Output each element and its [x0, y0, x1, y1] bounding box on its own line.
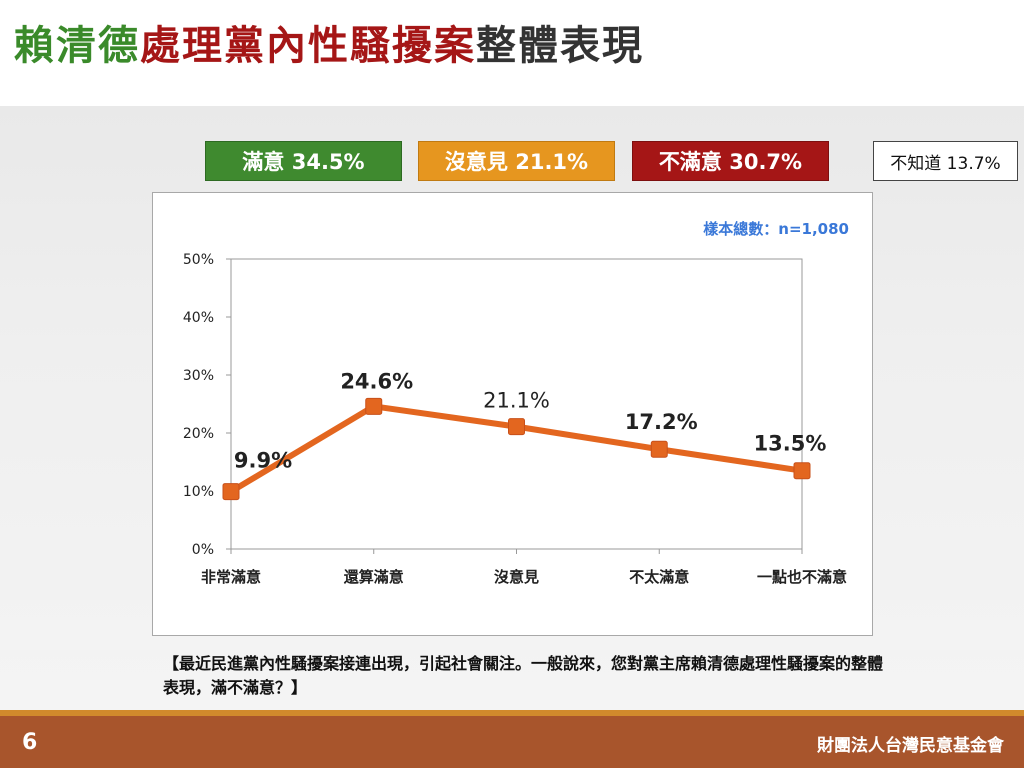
survey-question: 【最近民進黨內性騷擾案接連出現，引起社會關注。一般說來，您對黨主席賴清德處理性騷… — [163, 654, 884, 697]
x-category-label: 一點也不滿意 — [757, 568, 847, 586]
data-point-marker — [793, 462, 811, 480]
title-segment-performance: 整體表現 — [476, 23, 644, 69]
data-point-marker — [650, 440, 668, 458]
legend-unknown: 不知道 13.7% — [873, 141, 1018, 181]
line-chart: 樣本總數：n=1,080 0% 10% 20% 30% 40% 50% 非常滿意 還算滿意 沒意… — [183, 220, 849, 586]
y-tick-label: 40% — [183, 310, 214, 326]
title-segment-name: 賴清德 — [14, 23, 140, 69]
data-point-marker — [222, 483, 240, 501]
footer-bar: 6 財團法人台灣民意基金會 — [0, 716, 1024, 768]
legend-no-opinion: 沒意見 21.1% — [418, 141, 615, 181]
y-tick-label: 50% — [183, 252, 214, 268]
data-label: 21.1% — [483, 389, 550, 413]
data-label: 17.2% — [625, 410, 698, 434]
footer-stripe — [0, 710, 1024, 716]
organization-name: 財團法人台灣民意基金會 — [817, 736, 1004, 756]
x-category-label: 不太滿意 — [629, 568, 689, 586]
x-category-label: 還算滿意 — [344, 568, 404, 586]
sample-size-note: 樣本總數：n=1,080 — [703, 220, 849, 238]
legend-dissatisfied: 不滿意 30.7% — [632, 141, 829, 181]
x-category-label: 非常滿意 — [201, 568, 261, 586]
page-number: 6 — [22, 730, 38, 755]
y-tick-label: 30% — [183, 368, 214, 384]
legend-satisfied: 滿意 34.5% — [205, 141, 402, 181]
data-label: 24.6% — [340, 369, 413, 393]
y-tick-label: 10% — [183, 484, 214, 500]
title-segment-topic: 處理黨內性騷擾案 — [140, 23, 476, 69]
data-point-marker — [365, 397, 383, 415]
data-point-marker — [508, 418, 525, 436]
x-category-label: 沒意見 — [494, 568, 539, 586]
plot-area — [230, 258, 803, 550]
page-title: 賴清德處理黨內性騷擾案整體表現 — [14, 26, 644, 66]
y-tick-label: 0% — [192, 542, 214, 558]
data-label: 9.9% — [234, 449, 292, 473]
y-tick-label: 20% — [183, 426, 214, 442]
chart-frame: 樣本總數：n=1,080 0% 10% 20% 30% 40% 50% 非常滿意 還算滿意 沒意… — [152, 192, 873, 636]
data-label: 13.5% — [754, 432, 827, 456]
